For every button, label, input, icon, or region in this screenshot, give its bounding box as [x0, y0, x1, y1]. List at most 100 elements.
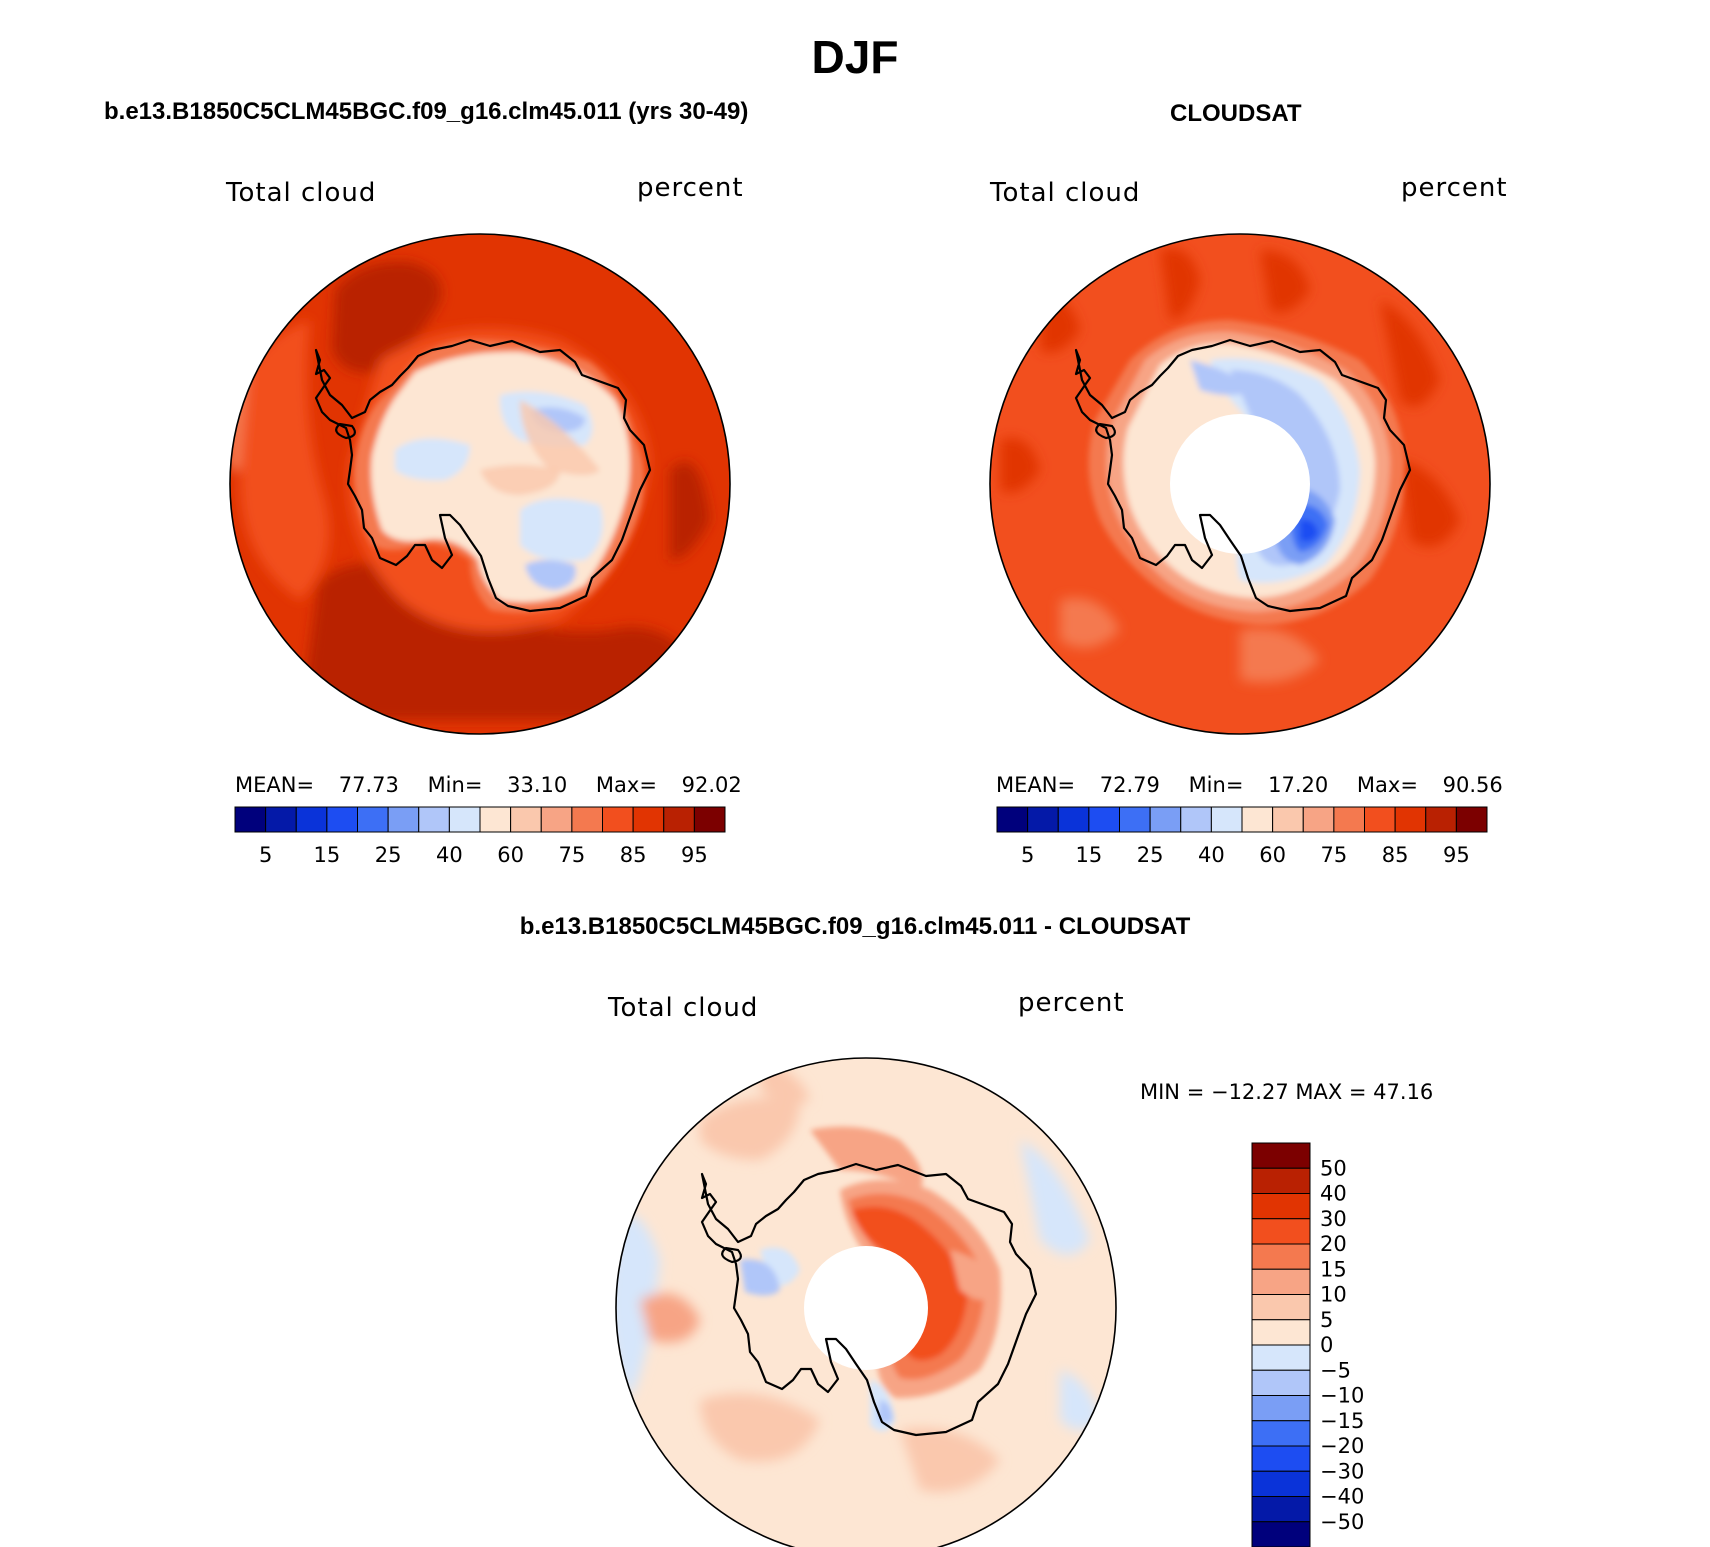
diff-colorbar-tick-label: −50	[1320, 1510, 1364, 1534]
diff-map-border	[615, 1057, 1117, 1547]
model-colorbar-swatch	[265, 806, 297, 833]
obs-colorbar-swatch	[1333, 806, 1365, 833]
model-map	[229, 233, 731, 735]
diff-colorbar-swatch	[1251, 1319, 1311, 1346]
obs-colorbar-swatch	[1394, 806, 1427, 833]
obs-colorbar-tick-label: 85	[1382, 843, 1409, 867]
diff-colorbar-tick-label: −15	[1320, 1409, 1364, 1433]
diff-colorbar-tick-label: 0	[1320, 1333, 1333, 1357]
model-colorbar-tick-label: 15	[314, 843, 341, 867]
model-stats: MEAN= 77.73 Min= 33.10 Max= 92.02	[235, 773, 742, 797]
model-colorbar-swatch	[479, 806, 512, 833]
model-colorbar-swatch	[571, 806, 603, 833]
model-colorbar-swatch	[448, 806, 481, 833]
model-colorbar-swatch	[663, 806, 695, 833]
model-colorbar-swatch	[418, 806, 450, 833]
diff-colorbar-swatch	[1251, 1294, 1311, 1321]
obs-colorbar-swatch	[996, 806, 1029, 833]
obs-colorbar-swatch	[1364, 806, 1396, 833]
obs-min-label: Min=	[1188, 773, 1244, 797]
obs-coastline	[1074, 338, 1412, 613]
diff-stats: MIN = −12.27 MAX = 47.16	[1140, 1080, 1434, 1104]
diff-colorbar-tick-label: −30	[1320, 1459, 1364, 1483]
diff-colorbar-tick-label: 40	[1320, 1182, 1347, 1206]
model-coastline	[314, 338, 652, 613]
model-colorbar-tick-label: 75	[559, 843, 586, 867]
diff-missing-data-hole	[804, 1246, 928, 1370]
model-max-label: Max=	[595, 773, 657, 797]
model-units-label: percent	[637, 173, 744, 203]
model-colorbar-tick-label: 25	[375, 843, 402, 867]
diff-colorbar-swatch	[1251, 1268, 1311, 1295]
model-field-label: Total cloud	[226, 178, 377, 208]
figure-title: DJF	[811, 31, 899, 83]
obs-mean-label: MEAN=	[996, 773, 1076, 797]
obs-colorbar-swatch	[1149, 806, 1182, 833]
diff-colorbar-swatch	[1251, 1369, 1311, 1396]
model-colorbar: 5 15 25 40 60 75 85 95	[234, 806, 726, 867]
diff-colorbar-swatch	[1251, 1445, 1311, 1472]
model-colorbar-swatch	[326, 806, 358, 833]
diff-colorbar-tick-label: −5	[1320, 1358, 1351, 1382]
diff-colorbar-tick-label: −40	[1320, 1485, 1364, 1509]
diff-field-shading	[616, 1060, 1100, 1492]
obs-colorbar-swatch	[1057, 806, 1090, 833]
diff-colorbar-swatch	[1251, 1243, 1311, 1270]
obs-colorbar-swatch	[1241, 806, 1274, 833]
model-min-label: Min=	[427, 773, 483, 797]
obs-colorbar-tick-label: 25	[1137, 843, 1164, 867]
model-colorbar-tick-label: 95	[681, 843, 708, 867]
obs-colorbar-swatch	[1455, 806, 1488, 833]
obs-max-value: 90.56	[1442, 773, 1503, 797]
model-colorbar-swatch	[387, 806, 420, 833]
obs-field-shading	[1000, 248, 1460, 683]
diff-field-label: Total cloud	[608, 993, 759, 1023]
model-mean-value: 77.73	[338, 773, 399, 797]
obs-ice-shelf-outline	[1095, 422, 1116, 440]
diff-map	[615, 1057, 1117, 1547]
obs-colorbar-tick-label: 15	[1076, 843, 1103, 867]
diff-colorbar-swatch	[1251, 1470, 1311, 1497]
model-ice-shelf-outline	[335, 422, 356, 440]
diff-colorbar-tick-label: 10	[1320, 1283, 1347, 1307]
model-colorbar-tick-label: 60	[497, 843, 524, 867]
diff-colorbar-swatch	[1251, 1395, 1311, 1422]
obs-mean-value: 72.79	[1099, 773, 1160, 797]
diff-colorbar-swatch	[1251, 1496, 1311, 1523]
obs-missing-data-hole	[1170, 414, 1310, 554]
diff-colorbar-tick-label: 30	[1320, 1207, 1347, 1231]
diff-colorbar-swatch	[1251, 1420, 1311, 1447]
model-colorbar-swatch	[510, 806, 542, 833]
obs-colorbar-swatch	[1027, 806, 1059, 833]
obs-colorbar-swatch	[1088, 806, 1120, 833]
model-panel-title: b.e13.B1850C5CLM45BGC.f09_g16.clm45.011 …	[104, 98, 749, 125]
diff-colorbar-swatch	[1251, 1218, 1311, 1245]
obs-colorbar-swatch	[1425, 806, 1457, 833]
model-mean-label: MEAN=	[235, 773, 315, 797]
obs-colorbar-tick-label: 75	[1321, 843, 1348, 867]
diff-units-label: percent	[1018, 988, 1125, 1018]
obs-max-label: Max=	[1356, 773, 1418, 797]
obs-colorbar-swatch	[1119, 806, 1151, 833]
model-colorbar-swatch	[693, 806, 726, 833]
obs-field-label: Total cloud	[990, 178, 1141, 208]
diff-colorbar-tick-label: 15	[1320, 1257, 1347, 1281]
diff-colorbar-swatch	[1251, 1193, 1311, 1220]
diff-ice-shelf-outline	[721, 1246, 742, 1264]
obs-map-border	[989, 233, 1491, 735]
model-min-value: 33.10	[507, 773, 568, 797]
diff-colorbar-swatch	[1251, 1521, 1311, 1547]
model-colorbar-swatch	[357, 806, 389, 833]
obs-min-value: 17.20	[1268, 773, 1329, 797]
obs-colorbar-tick-label: 40	[1198, 843, 1225, 867]
diff-colorbar-tick-label: −10	[1320, 1384, 1364, 1408]
diff-colorbar-swatch	[1251, 1167, 1311, 1194]
obs-colorbar-tick-label: 60	[1259, 843, 1286, 867]
obs-panel-title: CLOUDSAT	[1170, 100, 1302, 127]
obs-colorbar-swatch	[1272, 806, 1304, 833]
diff-colorbar-tick-label: 20	[1320, 1232, 1347, 1256]
model-map-border	[229, 233, 731, 735]
obs-map	[989, 233, 1491, 735]
